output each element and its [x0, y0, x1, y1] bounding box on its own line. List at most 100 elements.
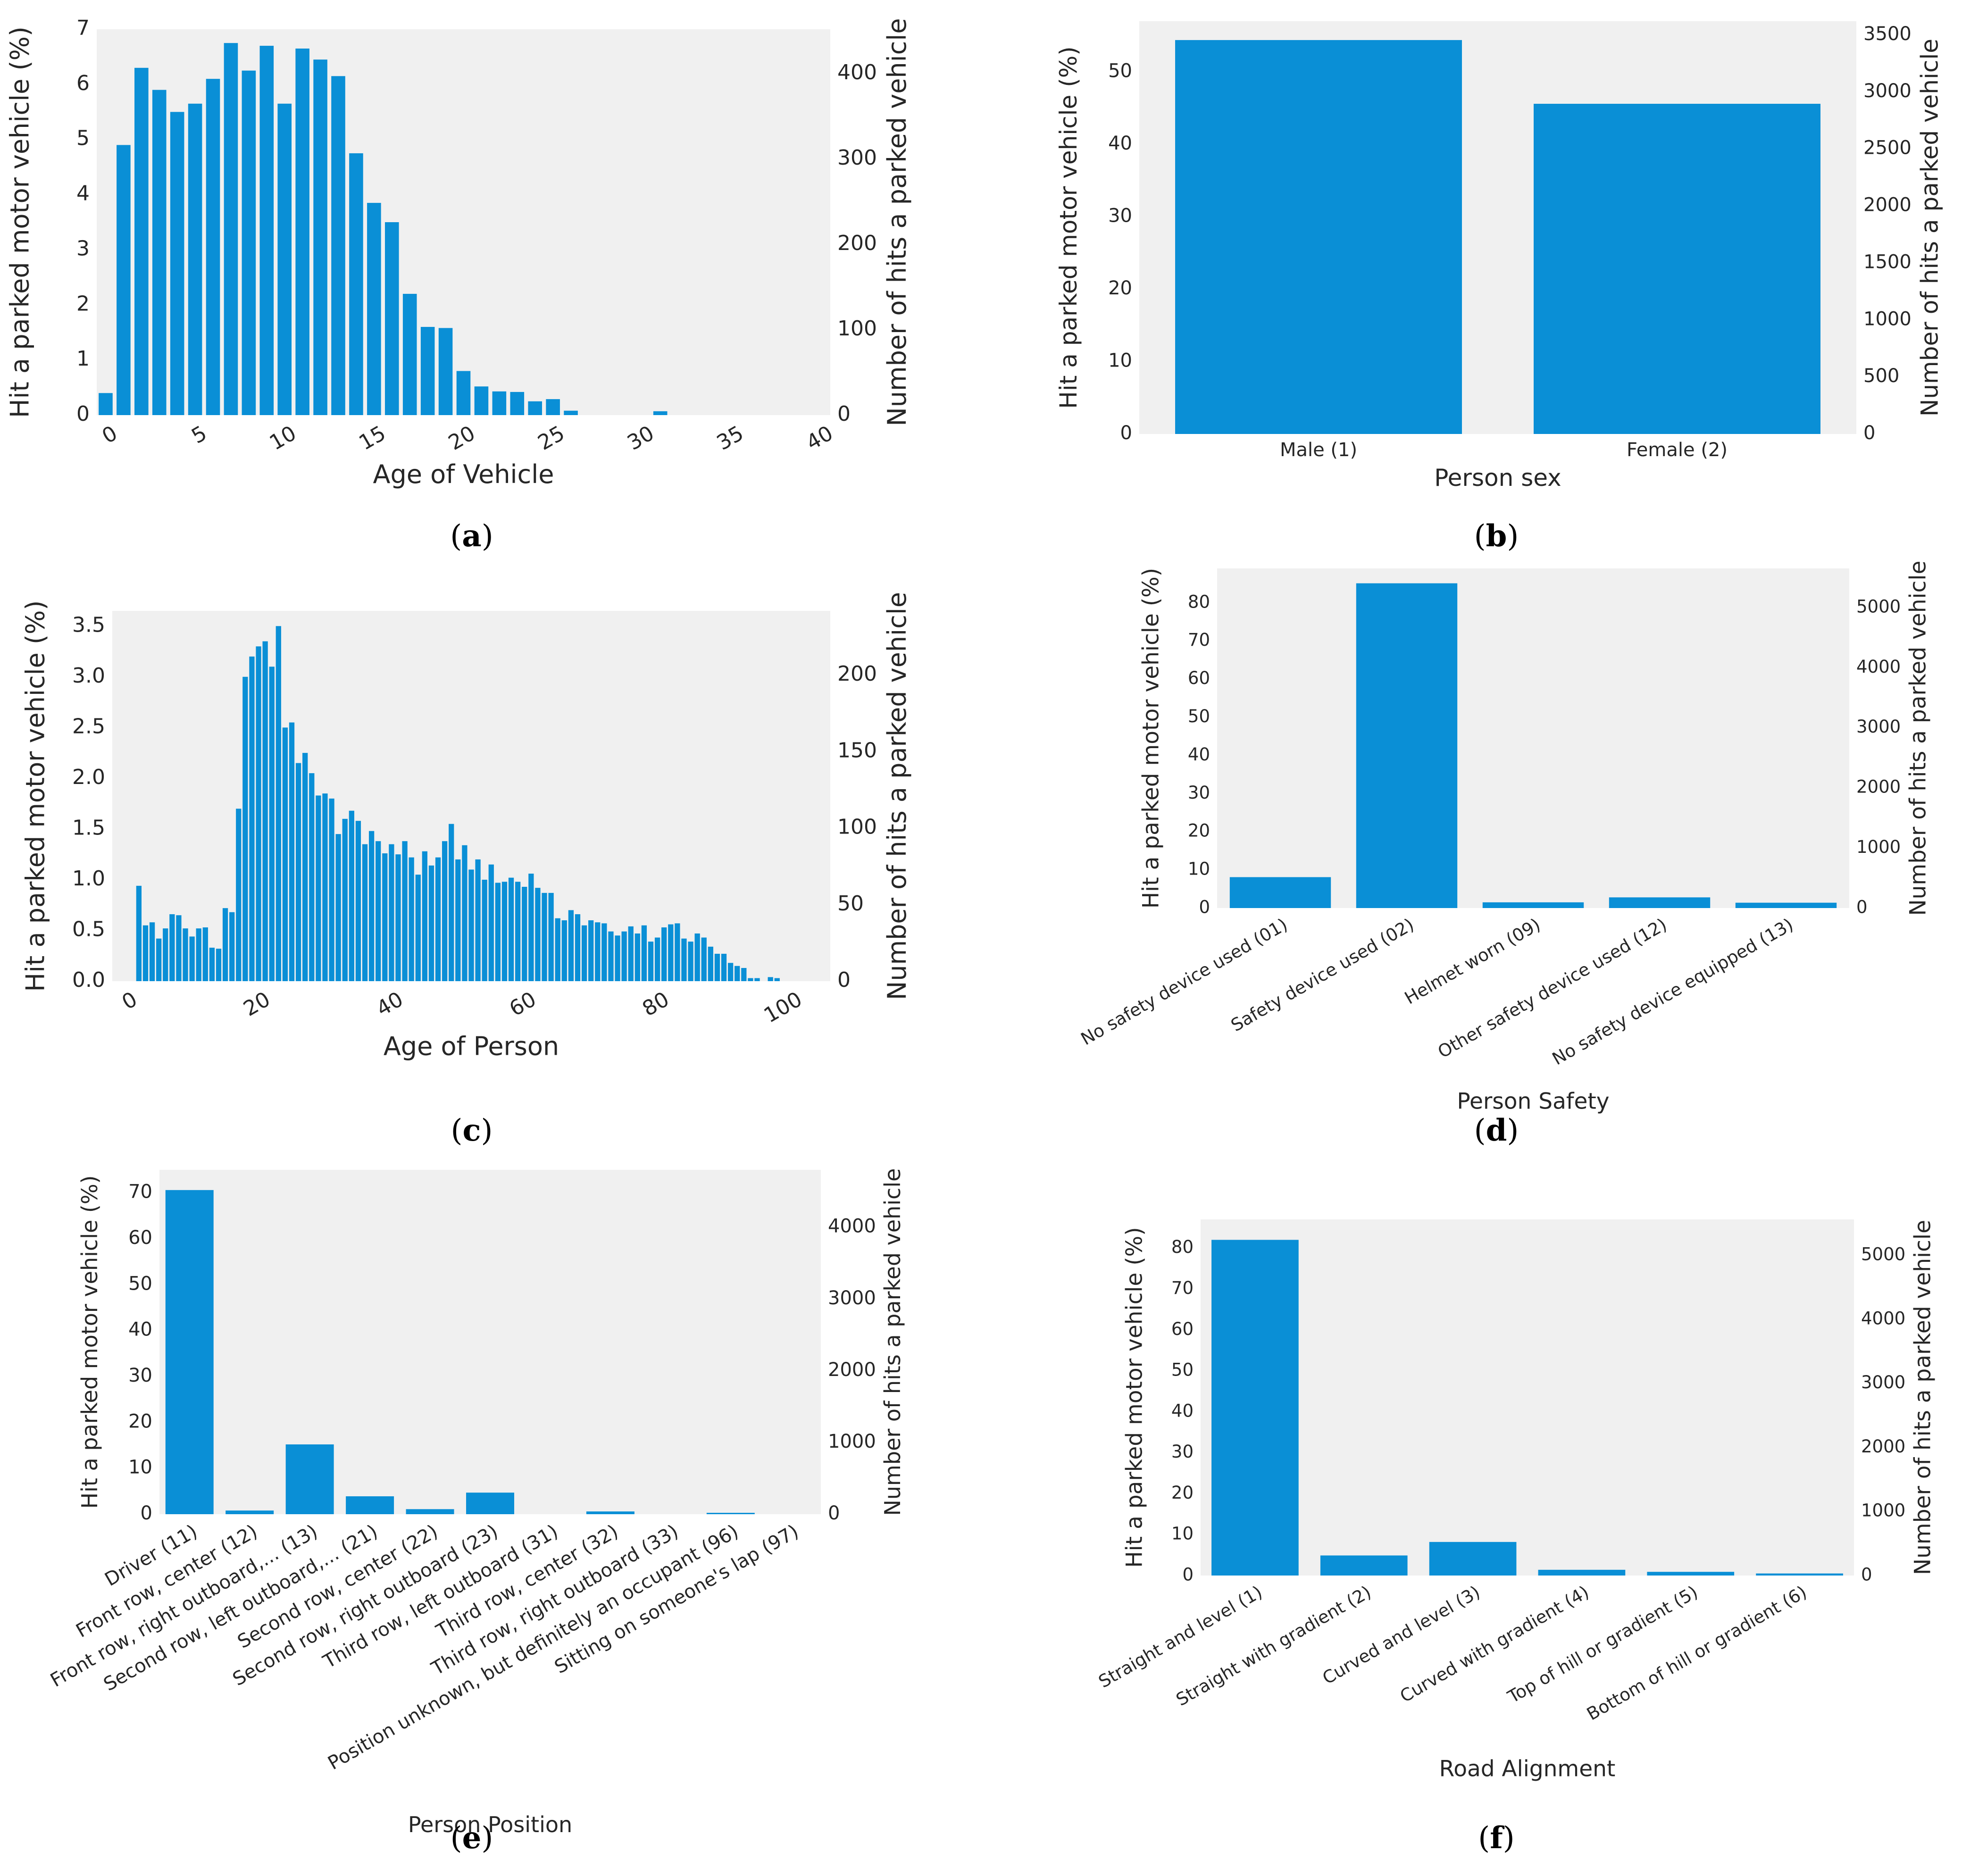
bar-c-34 — [362, 844, 368, 981]
caption-paren: ) — [481, 1821, 493, 1856]
bar-c-69 — [595, 922, 601, 981]
panel-c: 0.0 0.5 1.0 1.5 2.0 2.5 3.0 3.5 0 50 100 150 200 0 20 4… — [21, 592, 912, 1148]
bar-c-26 — [309, 773, 315, 981]
bar-c-64 — [561, 920, 567, 981]
bar-a-2 — [134, 67, 149, 416]
bar-c-37 — [382, 853, 388, 981]
y-tick-label: 0 — [141, 1502, 152, 1524]
caption-paren: ) — [481, 1113, 493, 1148]
x-tick-label: Curved with gradient (4) — [1396, 1582, 1592, 1707]
x-tick-label: 30 — [623, 421, 658, 455]
right-y-tick-label: 200 — [837, 662, 877, 686]
y-axis-title-left-c: Hit a parked motor vehicle (%) — [21, 600, 50, 992]
bar-a-10 — [277, 103, 292, 415]
x-tick-label: 15 — [355, 421, 390, 455]
bar-c-96 — [774, 978, 780, 981]
y-tick-label: 2 — [76, 292, 90, 316]
right-y-tick-label: 0 — [837, 402, 851, 426]
bar-a-16 — [385, 222, 399, 415]
bar-c-1 — [142, 925, 149, 981]
bar-b-0 — [1175, 40, 1462, 434]
right-y-tick-label: 3500 — [1863, 23, 1912, 45]
bar-a-21 — [474, 386, 489, 415]
bar-a-3 — [152, 90, 167, 416]
right-y-tick-label: 1000 — [1861, 1501, 1905, 1521]
bar-b-1 — [1534, 104, 1820, 434]
bar-c-76 — [641, 925, 647, 981]
x-tick-label: 20 — [240, 987, 275, 1021]
panel-a: 0 1 2 3 4 5 6 7 0 100 200 300 400 0 5 10 15 20 25 30 35 40 Age… — [5, 16, 912, 554]
bar-c-80 — [668, 924, 674, 981]
y-tick-label: 7 — [76, 16, 90, 40]
y-axis-title-left-b: Hit a parked motor vehicle (%) — [1055, 46, 1082, 409]
bar-a-18 — [420, 327, 435, 415]
bar-c-92 — [748, 978, 753, 981]
bar-c-14 — [229, 912, 235, 981]
y-tick-label: 3.5 — [72, 613, 105, 637]
bar-c-29 — [329, 798, 334, 981]
bar-a-13 — [331, 76, 345, 416]
bar-c-62 — [548, 892, 554, 981]
y-tick-label: 3.0 — [72, 664, 105, 688]
y-axis-title-right-c: Number of hits a parked vehicle — [882, 592, 912, 1000]
bar-e-0 — [165, 1190, 214, 1514]
y-tick-label: 20 — [1108, 277, 1132, 299]
y-tick-label: 40 — [1108, 133, 1132, 154]
bar-a-19 — [438, 328, 453, 415]
right-y-tick-label: 0 — [1863, 422, 1875, 444]
bar-c-57 — [515, 882, 521, 981]
bar-f-0 — [1211, 1240, 1299, 1576]
x-tick-label: No safety device used (01) — [1077, 914, 1291, 1049]
y-tick-label: 10 — [1171, 1524, 1194, 1544]
bar-c-23 — [289, 722, 295, 981]
bar-c-13 — [222, 908, 228, 981]
y-tick-label: 10 — [128, 1457, 152, 1478]
y-axis-title-right-e: Number of hits a parked vehicle — [880, 1168, 905, 1516]
bar-a-0 — [99, 393, 113, 415]
y-tick-label: 50 — [1188, 706, 1210, 726]
right-y-tick-label: 150 — [837, 738, 877, 762]
y-tick-label: 50 — [128, 1273, 152, 1294]
x-tick-label: Other safety device used (12) — [1435, 914, 1670, 1062]
bar-f-1 — [1320, 1555, 1408, 1576]
y-tick-label: 80 — [1171, 1237, 1194, 1257]
right-y-tick-label: 1500 — [1863, 251, 1912, 273]
bar-a-14 — [349, 153, 363, 415]
bar-c-58 — [522, 886, 527, 981]
bar-c-43 — [422, 851, 427, 981]
bar-c-8 — [189, 936, 195, 981]
caption-paren: ) — [1507, 1113, 1519, 1148]
bar-f-2 — [1429, 1542, 1517, 1576]
bar-c-51 — [475, 859, 481, 981]
bar-c-59 — [528, 874, 534, 981]
right-y-tick-label: 50 — [837, 892, 864, 916]
x-tick-label: Bottom of hill or gradient (6) — [1583, 1582, 1810, 1725]
caption-letter: b — [1486, 518, 1507, 554]
caption-paren: ) — [1503, 1821, 1515, 1856]
bar-a-15 — [367, 203, 381, 415]
caption-paren: ( — [1474, 519, 1486, 554]
y-tick-label: 30 — [1171, 1442, 1194, 1462]
y-tick-label: 60 — [1171, 1319, 1194, 1339]
y-tick-label: 60 — [128, 1227, 152, 1249]
right-y-tick-label: 1000 — [828, 1431, 876, 1452]
y-axis-title-left-a: Hit a parked motor vehicle (%) — [5, 26, 35, 418]
bar-d-3 — [1609, 897, 1711, 908]
right-y-tick-label: 2000 — [1861, 1436, 1905, 1457]
right-y-tick-label: 100 — [837, 815, 877, 839]
y-tick-label: 0 — [1120, 422, 1132, 444]
bar-c-35 — [368, 831, 375, 981]
bar-a-23 — [510, 392, 525, 415]
bar-c-66 — [575, 914, 581, 981]
y-tick-label: 6 — [76, 71, 90, 95]
x-tick-label: Male (1) — [1280, 439, 1357, 461]
bar-c-48 — [455, 859, 461, 981]
x-tick-label: Straight with gradient (2) — [1173, 1582, 1375, 1710]
bar-c-54 — [495, 883, 501, 981]
bar-c-31 — [342, 818, 348, 981]
panel-caption-f: (f) — [1478, 1820, 1514, 1856]
bar-c-15 — [236, 809, 242, 981]
bar-e-2 — [285, 1444, 334, 1514]
bar-c-73 — [621, 931, 627, 981]
bar-a-11 — [295, 48, 309, 415]
